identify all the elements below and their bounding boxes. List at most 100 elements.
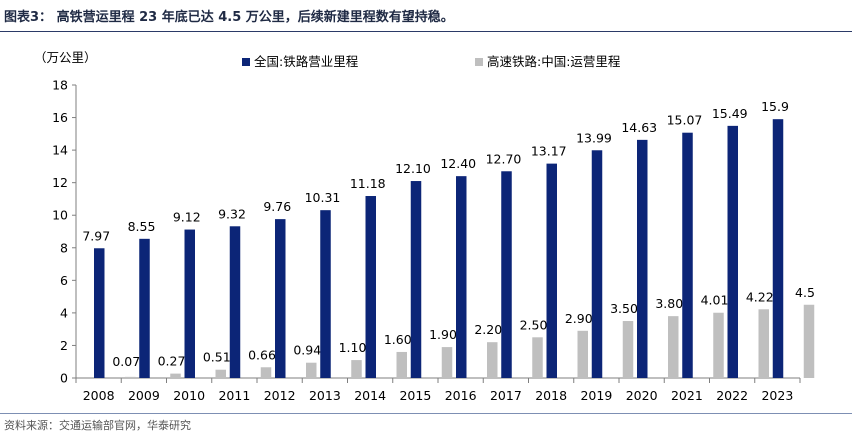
data-label-2022-high-speed: 4.22: [746, 289, 774, 304]
bar-chart: （万公里） 0 2 4 6 8 10 12 14 16 18 7.97 0.07 2008 8.55 0.27…: [34, 50, 815, 403]
y-tick-label: 14: [52, 143, 68, 158]
data-label-2019-rail-total: 13.99: [576, 130, 612, 145]
legend-swatch-high-speed: [475, 58, 483, 66]
x-tick-label-2008: 2008: [83, 388, 115, 403]
bar-2018-high-speed: [577, 330, 588, 378]
bar-2021-rail-total: [682, 132, 693, 378]
data-label-2020-high-speed: 3.80: [655, 296, 683, 311]
bar-2011-rail-total: [229, 226, 241, 378]
data-label-2015-rail-total: 12.10: [395, 161, 431, 176]
data-label-2023-high-speed: 4.5: [795, 285, 815, 300]
bar-2008-rail-total: [94, 248, 105, 378]
title-rule: [0, 31, 852, 32]
data-label-2011-rail-total: 9.32: [218, 206, 246, 221]
bar-2022-high-speed: [758, 309, 769, 378]
legend-label-high-speed: 高速铁路:中国:运营里程: [487, 54, 621, 69]
bar-2010-high-speed: [215, 369, 226, 378]
bar-2014-high-speed: [396, 351, 407, 378]
legend-label-rail-total: 全国:铁路营业里程: [254, 54, 359, 69]
x-tick-label-2022: 2022: [716, 388, 748, 403]
data-label-2016-high-speed: 2.20: [474, 322, 502, 337]
legend-swatch-rail-total: [242, 58, 250, 66]
data-label-2018-high-speed: 2.90: [565, 311, 593, 326]
bar-2012-high-speed: [306, 362, 317, 378]
bar-2023-high-speed: [803, 304, 815, 378]
bar-2013-high-speed: [351, 360, 362, 378]
bar-2021-high-speed: [713, 312, 724, 378]
bar-2010-rail-total: [184, 229, 195, 378]
bar-2012-rail-total: [275, 219, 286, 378]
bar-2022-rail-total: [727, 125, 738, 378]
y-tick-label: 8: [60, 240, 68, 255]
data-label-2017-rail-total: 12.70: [486, 151, 522, 166]
data-label-2009-high-speed: 0.27: [158, 354, 186, 369]
x-tick-label-2013: 2013: [309, 388, 341, 403]
bar-2013-rail-total: [320, 210, 331, 378]
data-label-2012-rail-total: 9.76: [263, 199, 291, 214]
data-label-2021-high-speed: 4.01: [701, 293, 729, 308]
y-tick-label: 12: [52, 175, 68, 190]
bar-2014-rail-total: [365, 196, 376, 378]
data-label-2013-rail-total: 10.31: [305, 190, 341, 205]
x-tick-label-2009: 2009: [128, 388, 160, 403]
x-tick-label-2015: 2015: [399, 388, 431, 403]
bar-2017-high-speed: [532, 337, 543, 378]
data-label-2008-high-speed: 0.07: [112, 354, 140, 369]
source-note: 资料来源：交通运输部官网，华泰研究: [4, 419, 191, 432]
bar-2015-rail-total: [410, 181, 422, 378]
data-label-2011-high-speed: 0.66: [248, 347, 276, 362]
y-axis-unit-label: （万公里）: [34, 50, 97, 65]
x-tick-label-2010: 2010: [173, 388, 205, 403]
y-tick-label: 6: [60, 273, 68, 288]
data-label-2015-high-speed: 1.90: [429, 327, 457, 342]
bar-2015-high-speed: [441, 347, 453, 378]
data-label-2009-rail-total: 8.55: [128, 219, 156, 234]
data-label-2010-high-speed: 0.51: [203, 350, 231, 365]
y-tick-label: 18: [52, 78, 68, 93]
data-label-2020-rail-total: 14.63: [621, 120, 657, 135]
figure-title: 图表3： 高铁营运里程 23 年底已达 4.5 万公里，后续新建里程数有望持稳。: [4, 10, 454, 25]
data-label-2014-high-speed: 1.60: [384, 332, 412, 347]
y-tick-label: 10: [52, 208, 68, 223]
bar-2017-rail-total: [501, 171, 512, 378]
bar-2019-rail-total: [591, 150, 603, 378]
data-label-2013-high-speed: 1.10: [339, 340, 367, 355]
x-tick-label-2016: 2016: [445, 388, 477, 403]
data-label-2023-rail-total: 15.9: [761, 99, 789, 114]
bar-2009-rail-total: [139, 238, 150, 378]
y-tick-label: 16: [52, 110, 68, 125]
x-tick-label-2018: 2018: [535, 388, 567, 403]
bar-2016-high-speed: [487, 342, 498, 378]
x-tick-label-2017: 2017: [490, 388, 522, 403]
data-label-2008-rail-total: 7.97: [82, 228, 110, 243]
data-label-2022-rail-total: 15.49: [712, 106, 748, 121]
data-label-2021-rail-total: 15.07: [667, 113, 703, 128]
bar-2018-rail-total: [546, 163, 557, 378]
bar-2023-rail-total: [772, 119, 784, 378]
bar-2011-high-speed: [260, 367, 272, 378]
x-tick-label-2020: 2020: [626, 388, 658, 403]
footer-rule: [0, 413, 852, 414]
bar-2019-high-speed: [622, 321, 634, 378]
x-tick-label-2014: 2014: [354, 388, 386, 403]
x-tick-label-2019: 2019: [580, 388, 612, 403]
bar-2020-rail-total: [637, 139, 648, 378]
y-tick-label: 0: [60, 371, 68, 386]
bar-2016-rail-total: [456, 176, 467, 378]
data-label-2012-high-speed: 0.94: [293, 343, 321, 358]
data-label-2010-rail-total: 9.12: [173, 210, 201, 225]
x-tick-label-2021: 2021: [671, 388, 703, 403]
data-label-2019-high-speed: 3.50: [610, 301, 638, 316]
y-tick-label: 2: [60, 338, 68, 353]
x-tick-label-2023: 2023: [761, 388, 793, 403]
y-tick-label: 4: [60, 305, 68, 320]
data-label-2017-high-speed: 2.50: [520, 317, 548, 332]
data-label-2016-rail-total: 12.40: [440, 156, 476, 171]
x-tick-label-2011: 2011: [218, 388, 250, 403]
bar-2008-high-speed: [125, 376, 136, 378]
data-label-2014-rail-total: 11.18: [350, 176, 386, 191]
data-label-2018-rail-total: 13.17: [531, 144, 567, 159]
x-tick-label-2012: 2012: [264, 388, 296, 403]
bar-2009-high-speed: [170, 373, 181, 378]
bar-2020-high-speed: [668, 316, 679, 378]
